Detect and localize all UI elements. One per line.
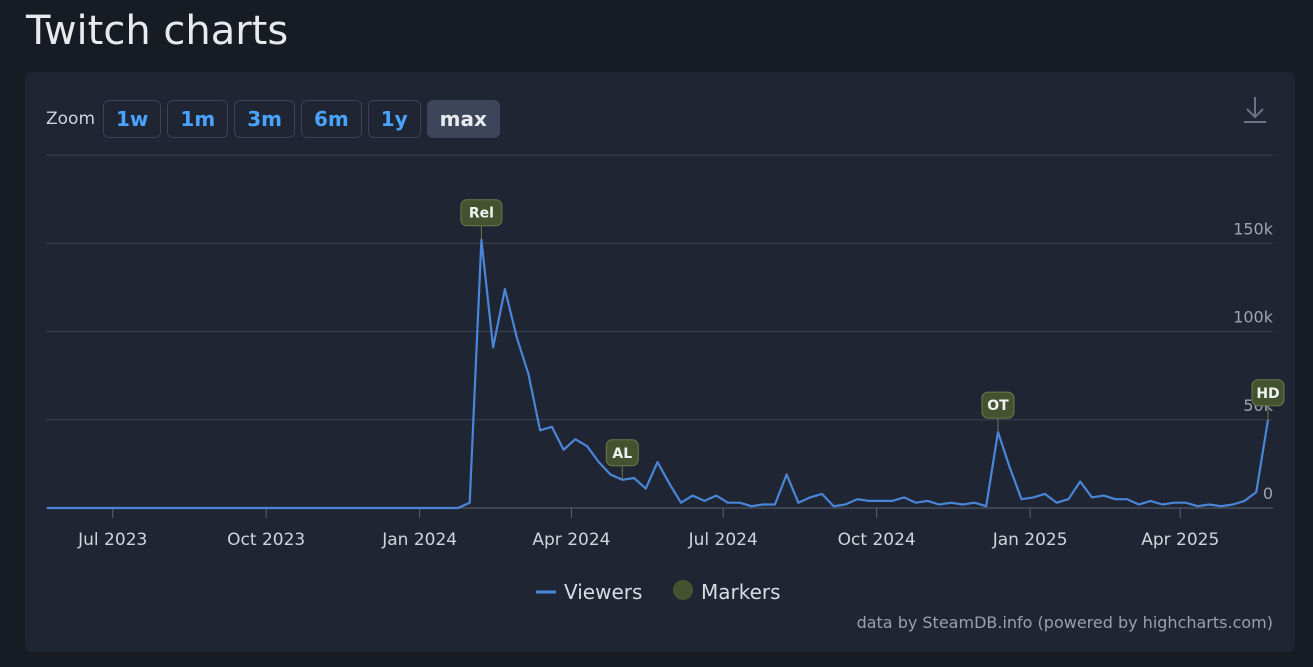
- y-tick-label: 150k: [1233, 219, 1274, 238]
- x-tick-label: Jul 2024: [688, 530, 758, 550]
- x-tick-label: Oct 2023: [227, 530, 305, 550]
- zoom-button[interactable]: 1w: [103, 100, 162, 138]
- line: [47, 238, 1270, 510]
- marker-badge: [605, 439, 639, 467]
- zoom-button[interactable]: 3m: [234, 100, 295, 138]
- legend-label: Viewers: [564, 580, 642, 604]
- page-title: Twitch charts: [26, 8, 289, 54]
- zoom-button[interactable]: max: [426, 100, 500, 138]
- y-tick-label: 0: [1263, 484, 1273, 503]
- marker-badge: [460, 199, 503, 227]
- zoom-button[interactable]: 6m: [300, 100, 362, 138]
- legend-label: Markers: [701, 580, 781, 604]
- zoom-button[interactable]: 1m: [167, 100, 229, 138]
- x-tick-label: Jan 2025: [992, 530, 1068, 550]
- chart-panel: [25, 72, 1295, 652]
- marker-label: Rel: [469, 206, 494, 222]
- marker: Rel: [460, 199, 503, 240]
- download-icon[interactable]: [1244, 97, 1266, 123]
- marker-badge: [1251, 379, 1285, 407]
- zoom-bar: Zoom 1w 1m 3m 6m 1y max: [46, 100, 500, 138]
- marker-label: OT: [987, 398, 1009, 414]
- marker: AL: [605, 439, 639, 480]
- marker: HD: [1251, 379, 1285, 420]
- x-tick-label: Jul 2023: [77, 530, 147, 550]
- download-arrow-head: [1246, 108, 1264, 119]
- zoom-label: Zoom: [46, 109, 96, 129]
- zoom-button[interactable]: 1y: [367, 100, 421, 138]
- x-tick-label: Oct 2024: [838, 530, 916, 550]
- x-tick-label: Apr 2024: [532, 530, 610, 550]
- x-tick-label: Jan 2024: [381, 530, 457, 550]
- marker: OT: [981, 391, 1015, 433]
- credit: data by SteamDB.info (powered by highcha…: [857, 613, 1273, 632]
- x-tick-label: Apr 2025: [1141, 530, 1219, 550]
- marker-label: HD: [1256, 386, 1279, 402]
- legend-marker: [673, 580, 693, 600]
- marker-label: AL: [612, 446, 632, 462]
- marker-badge: [981, 391, 1015, 419]
- y-tick-label: 100k: [1233, 308, 1274, 327]
